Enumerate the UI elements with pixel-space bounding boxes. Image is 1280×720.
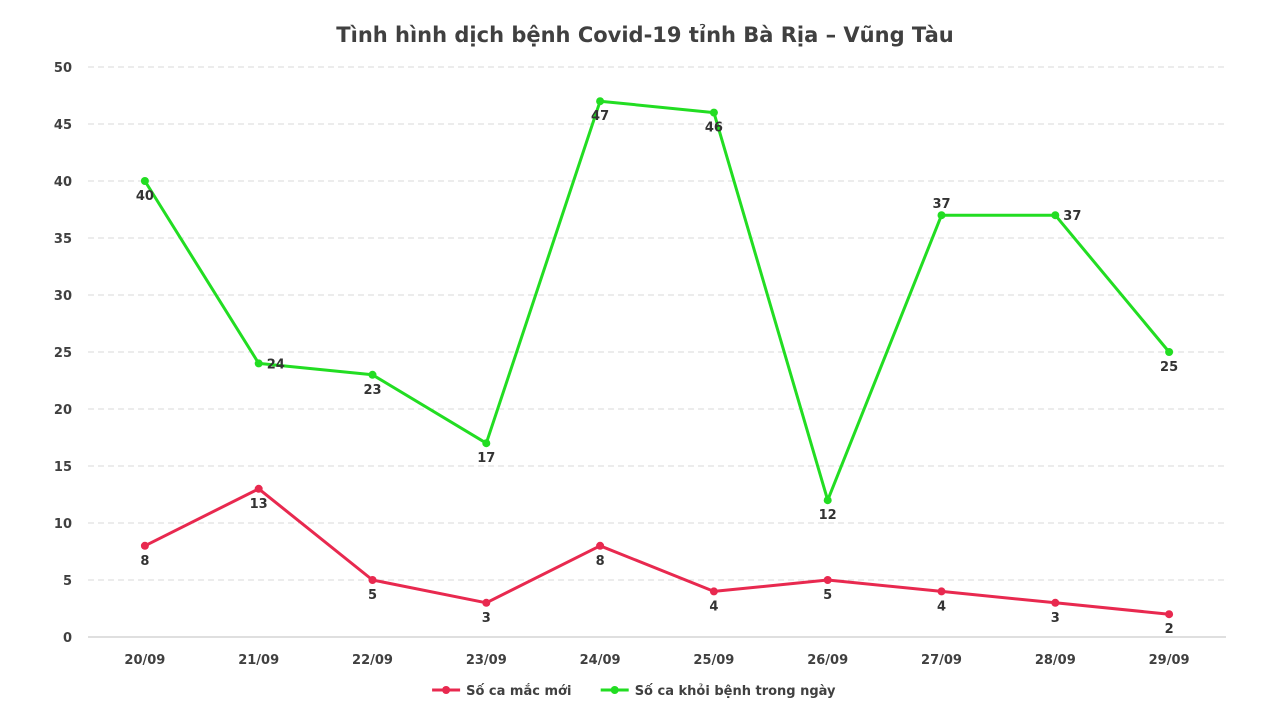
y-tick-label: 25 <box>54 346 72 361</box>
series-group <box>140 97 1174 619</box>
data-point <box>1165 610 1174 619</box>
data-point <box>368 370 377 379</box>
data-point <box>254 484 263 493</box>
data-label: 17 <box>477 451 495 466</box>
data-label: 46 <box>705 121 723 136</box>
data-point <box>482 598 491 607</box>
data-point <box>709 108 718 117</box>
x-tick-label: 27/09 <box>921 653 962 668</box>
data-point <box>709 587 718 596</box>
data-label: 2 <box>1165 622 1174 637</box>
data-point <box>596 97 605 106</box>
y-tick-label: 10 <box>54 517 72 532</box>
y-tick-label: 15 <box>54 460 72 475</box>
data-label: 3 <box>1051 611 1060 626</box>
series-line-2 <box>143 99 1171 502</box>
legend-swatch-marker <box>442 686 451 694</box>
x-axis: 20/09 21/09 22/09 23/09 24/09 25/09 26/09 27/09… <box>88 636 1226 668</box>
data-point <box>368 576 377 584</box>
data-label: 37 <box>1063 209 1081 224</box>
x-tick-label: 26/09 <box>807 653 848 668</box>
data-point <box>1165 348 1174 356</box>
data-label: 24 <box>267 357 285 372</box>
y-tick-label: 0 <box>63 631 72 646</box>
data-label: 23 <box>363 383 381 398</box>
data-label: 4 <box>709 599 718 614</box>
data-point <box>1051 211 1060 220</box>
y-axis: 0 5 10 15 20 25 30 35 40 45 50 <box>54 61 72 646</box>
y-tick-label: 40 <box>54 175 72 190</box>
data-label: 5 <box>368 588 377 603</box>
chart-title: Tình hình dịch bệnh Covid-19 tỉnh Bà Rịa… <box>336 23 953 47</box>
data-labels: 8 13 5 3 8 4 5 4 3 2 40 24 23 17 47 46 12 37 37 25 <box>136 109 1178 637</box>
data-label: 3 <box>482 611 491 626</box>
data-label: 37 <box>932 197 950 212</box>
legend-swatch-marker <box>610 686 619 694</box>
y-tick-label: 5 <box>63 574 72 589</box>
data-point <box>1051 598 1060 607</box>
data-label: 12 <box>819 508 837 523</box>
y-tick-label: 30 <box>54 289 72 304</box>
data-label: 8 <box>596 554 605 569</box>
data-point <box>937 211 946 220</box>
data-point <box>823 496 832 505</box>
data-label: 40 <box>136 189 154 204</box>
x-tick-label: 22/09 <box>352 653 393 668</box>
y-tick-label: 50 <box>54 61 72 76</box>
data-point <box>482 439 491 448</box>
x-tick-label: 24/09 <box>580 653 621 668</box>
y-tick-label: 45 <box>54 118 72 133</box>
data-point <box>140 541 149 550</box>
data-point <box>937 587 946 596</box>
legend: Số ca mắc mới Số ca khỏi bệnh trong ngày <box>432 684 836 699</box>
data-label: 5 <box>823 588 832 603</box>
data-label: 4 <box>937 599 946 614</box>
data-label: 13 <box>250 497 268 512</box>
data-point <box>596 541 605 550</box>
x-tick-label: 23/09 <box>466 653 507 668</box>
x-tick-label: 20/09 <box>124 653 165 668</box>
legend-item-2: Số ca khỏi bệnh trong ngày <box>600 684 836 699</box>
data-label: 47 <box>591 109 609 124</box>
series-line-1 <box>143 487 1171 616</box>
data-point <box>823 576 832 584</box>
legend-item-1: Số ca mắc mới <box>432 684 571 699</box>
x-tick-label: 25/09 <box>693 653 734 668</box>
legend-label: Số ca mắc mới <box>466 684 571 699</box>
data-label: 25 <box>1160 360 1178 375</box>
x-tick-label: 28/09 <box>1035 653 1076 668</box>
data-point <box>254 359 263 368</box>
y-tick-label: 35 <box>54 232 72 247</box>
data-label: 8 <box>140 554 149 569</box>
x-tick-label: 29/09 <box>1149 653 1190 668</box>
data-point <box>140 177 149 185</box>
legend-label: Số ca khỏi bệnh trong ngày <box>635 684 836 699</box>
x-tick-label: 21/09 <box>238 653 279 668</box>
y-tick-label: 20 <box>54 403 72 418</box>
